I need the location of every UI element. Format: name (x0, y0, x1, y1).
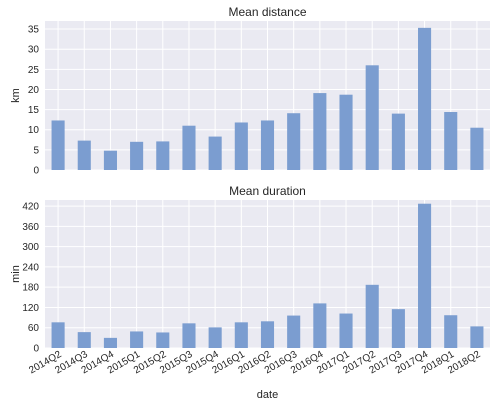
duration-bar-2016q3 (287, 315, 301, 348)
distance-bar-2016q1 (234, 122, 248, 170)
duration-y-tick-label: 420 (22, 202, 39, 213)
duration-y-tick-label: 360 (22, 222, 39, 233)
distance-bar-2016q4 (313, 93, 327, 170)
duration-y-tick-label: 300 (22, 242, 39, 253)
duration-bar-2015q3 (182, 323, 196, 348)
duration-y-tick-label: 240 (22, 262, 39, 273)
duration-y-tick-label: 180 (22, 283, 39, 294)
duration-bar-2014q3 (77, 332, 91, 348)
duration-x-axis-label: date (257, 389, 278, 401)
duration-y-tick-label: 120 (22, 303, 39, 314)
distance-bar-2017q1 (339, 94, 353, 170)
distance-chart-title: Mean distance (228, 5, 306, 19)
duration-bar-2016q2 (260, 321, 275, 348)
distance-y-tick-label: 30 (28, 45, 40, 56)
distance-chart-panel: 0 5 10 15 20 25 30 35 Mean distance km (10, 5, 490, 177)
distance-bar-2015q1 (130, 141, 144, 170)
duration-y-tick-label: 60 (28, 323, 40, 334)
distance-y-tick-label: 35 (28, 25, 40, 36)
distance-bar-2014q3 (77, 140, 91, 170)
distance-bar-2018q1 (444, 112, 458, 170)
distance-bar-2015q4 (208, 136, 222, 170)
duration-bar-2016q4 (313, 303, 327, 348)
duration-bar-2015q4 (208, 327, 222, 348)
duration-y-tick-label: 0 (33, 344, 39, 355)
distance-y-tick-label: 25 (28, 65, 40, 76)
distance-bar-2016q2 (260, 120, 275, 170)
distance-bar-2018q2 (470, 127, 484, 170)
duration-bar-2014q4 (103, 337, 117, 348)
duration-bar-2016q1 (234, 322, 248, 348)
distance-bar-2015q2 (156, 141, 170, 170)
duration-bar-2017q1 (339, 313, 353, 348)
distance-bar-2014q4 (103, 150, 117, 170)
distance-bar-2017q2 (365, 65, 379, 170)
distance-bar-2014q2 (51, 120, 65, 170)
distance-y-axis-label: km (10, 88, 22, 103)
duration-bar-2017q2 (365, 284, 379, 348)
duration-chart-title: Mean duration (229, 184, 306, 198)
duration-bar-2015q1 (130, 331, 144, 348)
distance-y-tick-label: 10 (28, 125, 40, 136)
duration-bar-2017q4 (418, 203, 432, 348)
distance-bar-2015q3 (182, 125, 196, 170)
distance-y-tick-label: 5 (33, 145, 39, 156)
distance-bar-2017q3 (391, 113, 405, 170)
distance-y-tick-label: 0 (33, 166, 39, 177)
duration-y-axis-label: min (10, 265, 22, 283)
distance-y-tick-label: 20 (28, 85, 40, 96)
distance-bar-2017q4 (418, 27, 432, 170)
duration-bar-2018q1 (444, 315, 458, 348)
duration-bar-2014q2 (51, 322, 65, 348)
distance-y-tick-label: 15 (28, 105, 40, 116)
duration-bar-2017q3 (391, 309, 405, 348)
duration-bar-2018q2 (470, 326, 484, 348)
duration-bar-2015q2 (156, 332, 170, 348)
distance-bar-2016q3 (287, 113, 301, 170)
